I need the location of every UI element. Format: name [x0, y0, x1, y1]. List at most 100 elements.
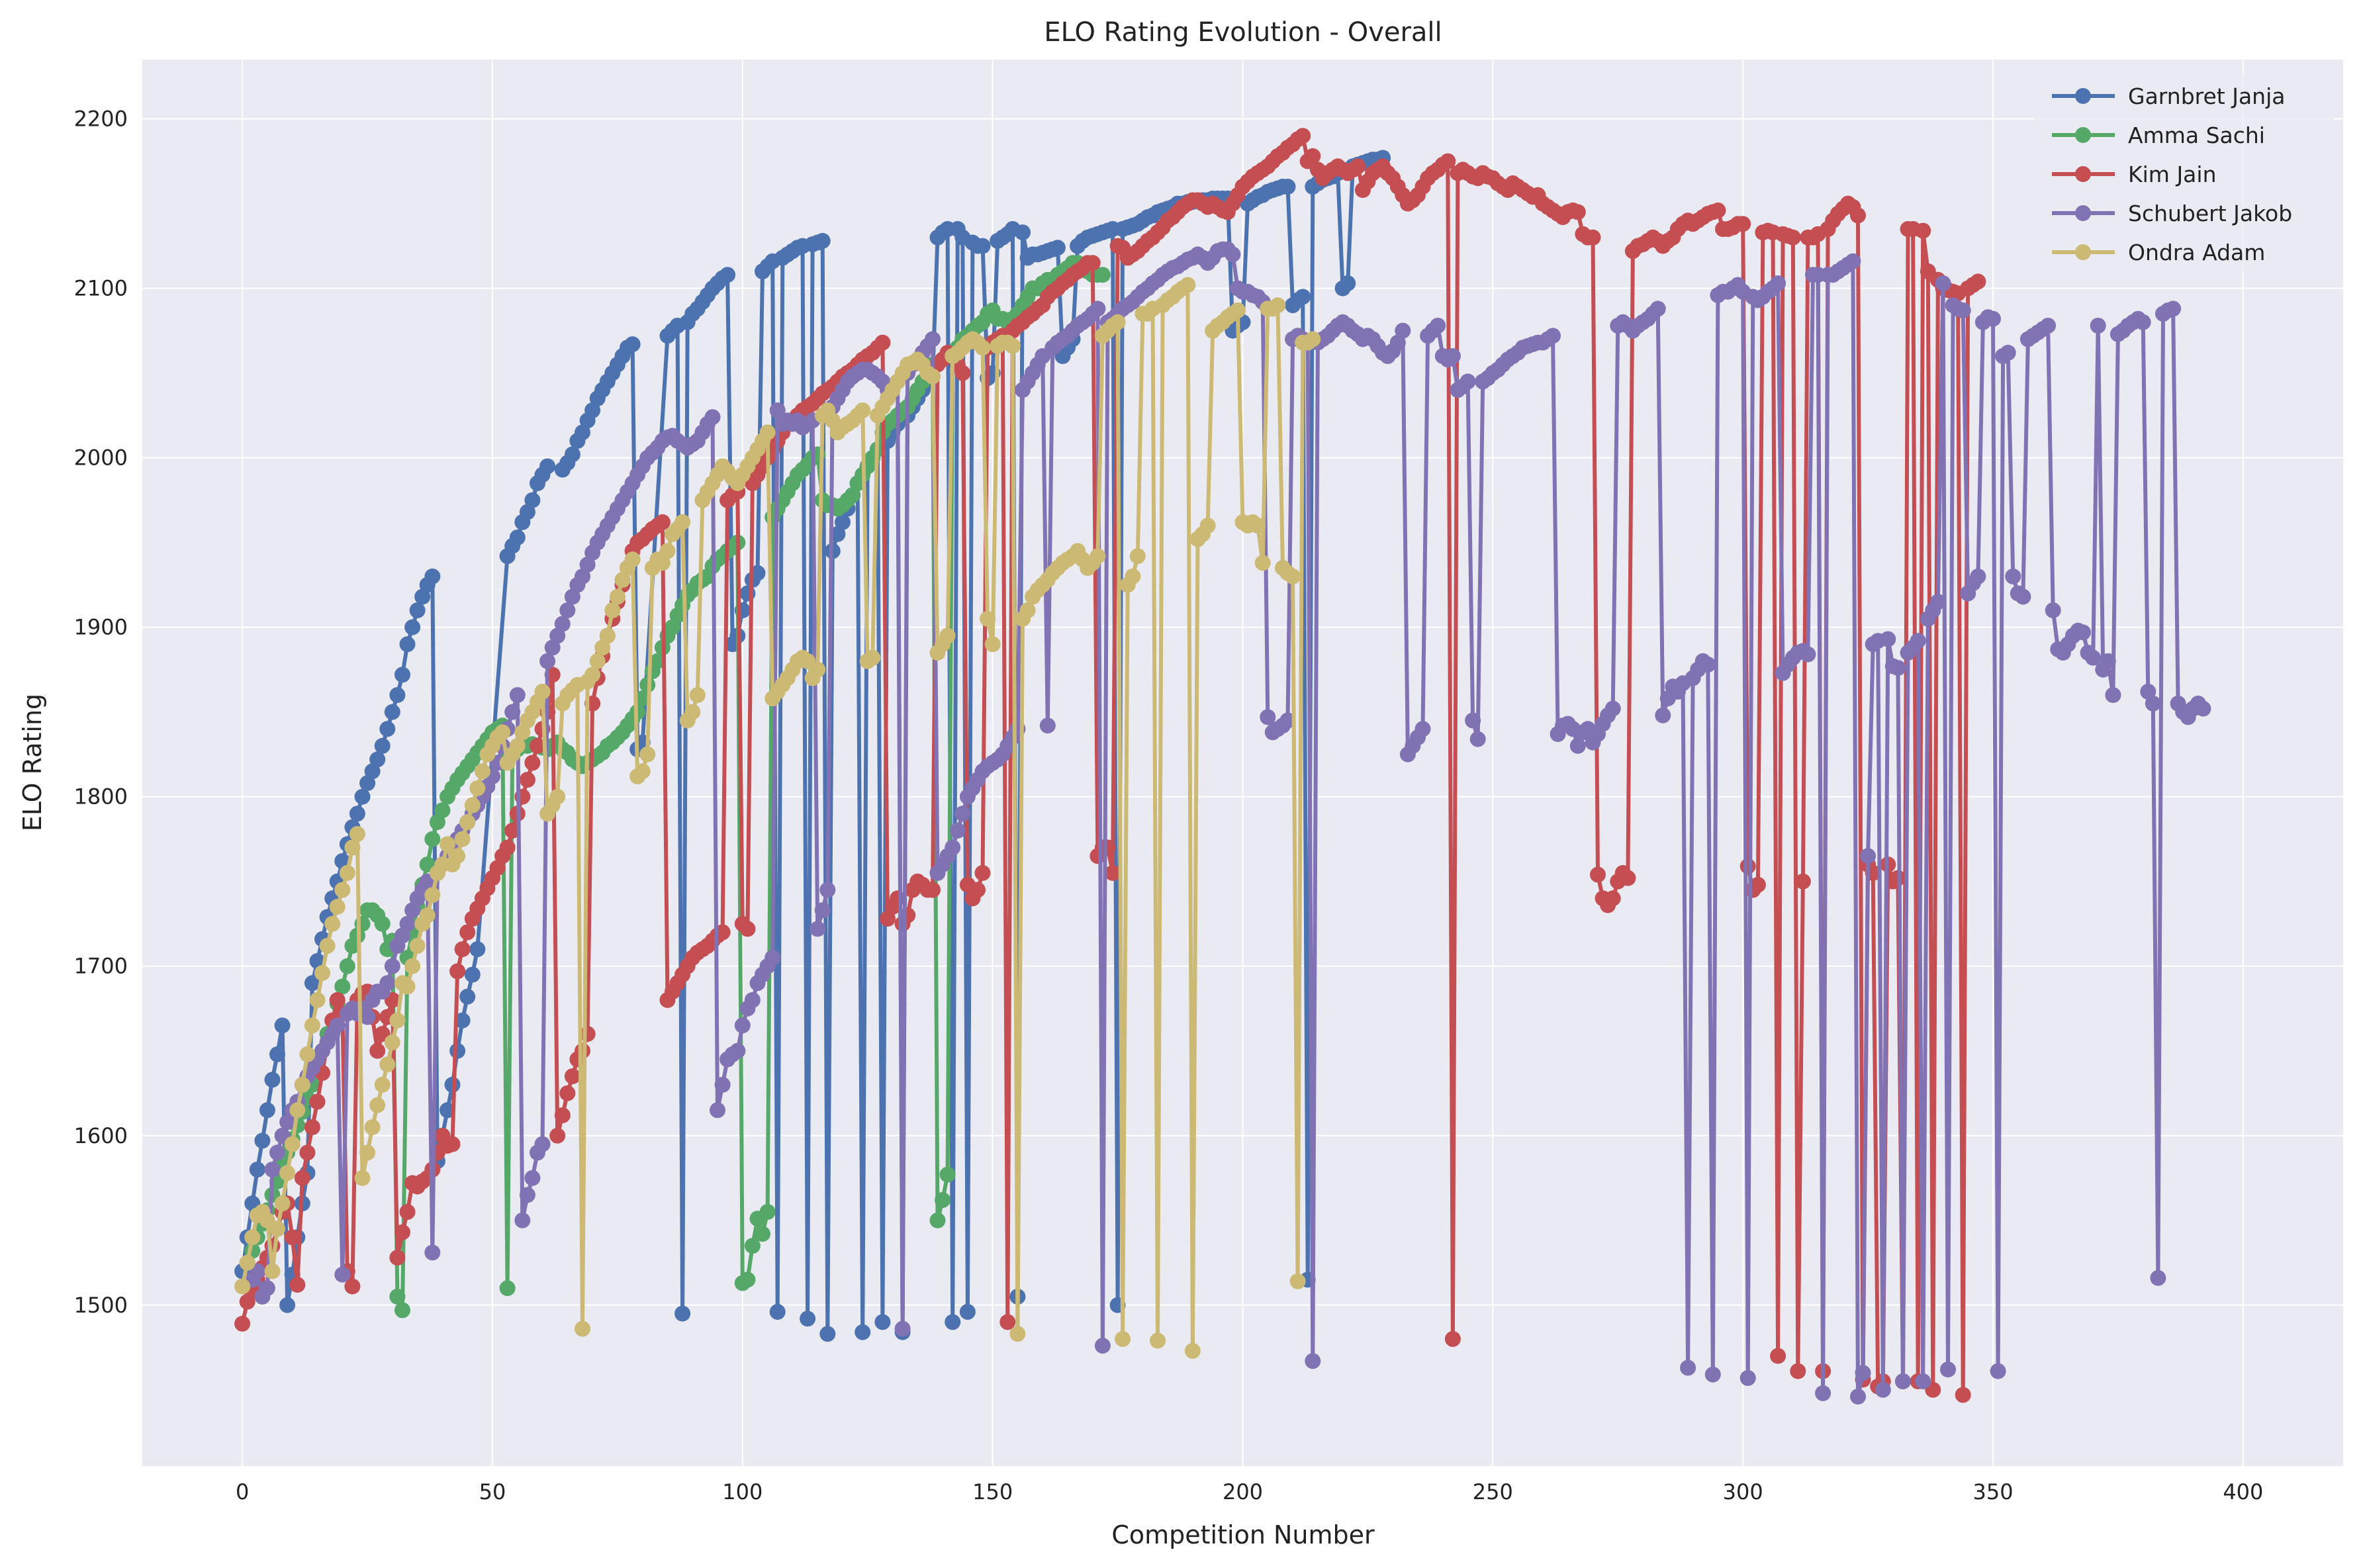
data-point [389, 687, 406, 704]
chart-title: ELO Rating Evolution - Overall [1044, 17, 1442, 48]
data-point [769, 402, 786, 418]
data-point [2150, 1269, 2166, 1286]
data-point [434, 802, 451, 819]
data-point [575, 1042, 590, 1059]
data-point [259, 1280, 275, 1297]
data-point [959, 1304, 976, 1320]
data-point [1250, 518, 1266, 534]
x-tick-label: 100 [722, 1479, 763, 1504]
data-point [279, 1297, 296, 1313]
data-point [454, 941, 471, 958]
data-point [1880, 631, 1896, 647]
data-point [1305, 1353, 1321, 1369]
data-point [449, 848, 466, 864]
data-point [559, 602, 576, 619]
data-point [1850, 1389, 1866, 1405]
data-point [279, 1165, 296, 1181]
data-point [389, 1250, 406, 1266]
data-point [254, 1132, 271, 1149]
data-point [829, 526, 846, 542]
data-point [1890, 660, 1906, 676]
data-point [1850, 207, 1866, 224]
data-point [384, 1034, 400, 1050]
x-tick-labels: 0 50 100 150 200 250 300 350 400 [236, 1479, 2263, 1504]
data-point [1009, 1326, 1026, 1342]
data-point [374, 1076, 391, 1093]
y-tick-label: 1900 [74, 615, 128, 640]
series-ondra-adam [234, 277, 1321, 1359]
data-point [949, 822, 966, 839]
y-tick-label: 2000 [74, 445, 128, 471]
data-point [814, 232, 831, 249]
data-point [334, 1266, 351, 1283]
data-point [684, 704, 701, 720]
data-point [284, 1136, 301, 1152]
data-point [654, 555, 671, 571]
data-point [1815, 1385, 1831, 1401]
data-point [1585, 229, 1601, 246]
data-point [554, 1107, 571, 1123]
data-point [309, 953, 326, 969]
data-point [744, 992, 761, 1008]
data-point [855, 402, 871, 418]
data-point [1800, 646, 1816, 663]
data-point [339, 864, 355, 881]
data-point [1604, 890, 1621, 907]
data-point [674, 514, 691, 530]
data-point [444, 1136, 461, 1152]
data-point [2015, 588, 2031, 605]
data-point [294, 1170, 310, 1186]
data-point [945, 1314, 961, 1330]
data-point [594, 639, 611, 656]
data-point [1414, 721, 1431, 737]
data-point [749, 565, 766, 581]
data-point [939, 627, 956, 644]
data-point [1289, 1273, 1306, 1289]
data-point [769, 1304, 786, 1320]
data-point [1004, 338, 1021, 354]
data-point [534, 684, 551, 700]
data-point [1094, 1338, 1111, 1354]
data-point [1749, 876, 1766, 893]
data-point [894, 1320, 911, 1337]
data-point [564, 446, 580, 463]
data-point [744, 1238, 761, 1254]
data-point [984, 636, 1001, 653]
data-point [399, 1204, 416, 1220]
data-point [1680, 1360, 1696, 1376]
data-point [519, 1187, 535, 1203]
data-point [584, 667, 601, 683]
data-point [945, 839, 961, 856]
data-point [329, 899, 346, 915]
data-point [1150, 1332, 1166, 1349]
data-point [1590, 866, 1606, 883]
data-point [974, 864, 991, 881]
x-tick-label: 50 [479, 1479, 506, 1504]
data-point [999, 1314, 1016, 1330]
data-point [874, 334, 891, 351]
data-point [980, 610, 996, 627]
data-point [1985, 310, 2001, 327]
data-point [464, 966, 481, 983]
data-point [369, 1042, 386, 1059]
data-point [1770, 275, 1786, 291]
data-point [755, 1226, 770, 1242]
data-point [1305, 148, 1321, 164]
data-point [2040, 318, 2057, 334]
data-point [759, 424, 776, 441]
data-point [759, 1204, 776, 1220]
series-kim-jain [234, 128, 1986, 1403]
data-point [294, 1076, 310, 1093]
data-point [244, 1229, 261, 1246]
data-point [509, 737, 526, 754]
data-point [1910, 633, 1926, 649]
data-point [2085, 649, 2102, 666]
data-point [649, 653, 666, 669]
data-point [1655, 707, 1671, 723]
data-point [329, 992, 346, 1008]
data-point [1970, 568, 1986, 584]
data-point [2195, 700, 2211, 717]
data-point [549, 1127, 566, 1144]
data-point [689, 687, 706, 704]
data-point [304, 1017, 320, 1034]
